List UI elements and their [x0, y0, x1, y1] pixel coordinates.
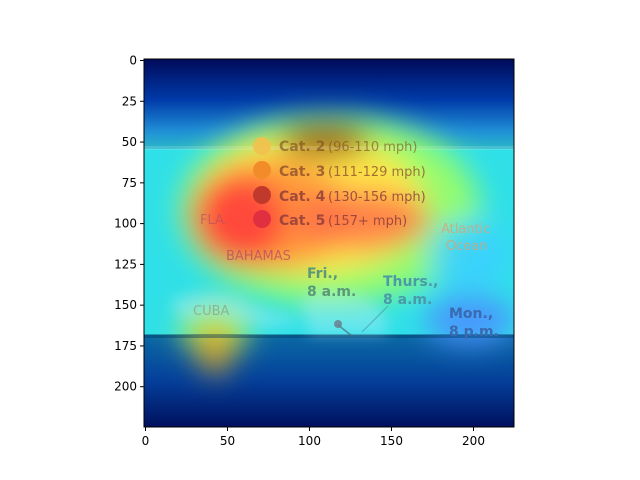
- x-tick-label: 100: [298, 434, 321, 448]
- map-label-cuba: CUBA: [193, 304, 230, 319]
- legend-label-cat3: Cat. 3: [279, 164, 325, 180]
- storm-track-pointer: [361, 305, 389, 333]
- map-label-mon-time: 8 p.m.: [449, 324, 499, 340]
- x-axis: 0 50 100 150 200: [142, 427, 485, 448]
- x-tick-label: 50: [220, 434, 235, 448]
- map-label-mon: Mon.,: [449, 306, 493, 322]
- y-axis: 0 25 50 75 100 125 150 175 200: [114, 54, 144, 394]
- y-tick-label: 175: [114, 339, 137, 353]
- y-tick-label: 75: [122, 176, 137, 190]
- legend-range-cat5: (157+ mph): [328, 214, 407, 229]
- legend-label-cat4: Cat. 4: [279, 189, 326, 205]
- x-tick-label: 150: [380, 434, 403, 448]
- storm-position-marker: [334, 320, 342, 328]
- map-label-thurs-time: 8 a.m.: [383, 292, 432, 308]
- y-tick-label: 125: [114, 257, 137, 271]
- y-tick-label: 150: [114, 298, 137, 312]
- plot-frame: [143, 58, 515, 428]
- map-label-fri: Fri.,: [307, 266, 338, 282]
- y-tick-label: 25: [122, 94, 137, 108]
- legend-range-cat2: (96-110 mph): [328, 140, 417, 155]
- map-label-bahamas: BAHAMAS: [226, 249, 291, 264]
- legend-label-cat5: Cat. 5: [279, 213, 325, 229]
- heatmap-image: Cat. 2 (96-110 mph) Cat. 3 (111-129 mph)…: [144, 59, 514, 427]
- legend-marker-cat4: [253, 186, 271, 204]
- legend-marker-cat2: [253, 137, 271, 155]
- y-tick-label: 200: [114, 380, 137, 394]
- map-labels: FLA. BAHAMAS CUBA Atlantic Ocean Fri., 8…: [193, 213, 499, 340]
- map-label-thurs: Thurs.,: [383, 274, 438, 290]
- map-label-ocean: Ocean: [446, 239, 488, 254]
- legend-marker-cat5: [253, 210, 271, 228]
- map-label-atlantic: Atlantic: [441, 222, 490, 237]
- y-tick-label: 100: [114, 217, 137, 231]
- y-tick-label: 50: [122, 135, 137, 149]
- x-tick-label: 200: [462, 434, 485, 448]
- legend-range-cat4: (130-156 mph): [328, 190, 426, 205]
- map-label-fri-time: 8 a.m.: [307, 284, 356, 300]
- legend-label-cat2: Cat. 2: [279, 139, 325, 155]
- legend-range-cat3: (111-129 mph): [328, 165, 426, 180]
- x-tick-label: 0: [142, 434, 150, 448]
- map-label-fla: FLA.: [200, 213, 228, 228]
- legend-marker-cat3: [253, 161, 271, 179]
- y-tick-label: 0: [129, 54, 137, 68]
- legend: Cat. 2 (96-110 mph) Cat. 3 (111-129 mph)…: [253, 137, 426, 229]
